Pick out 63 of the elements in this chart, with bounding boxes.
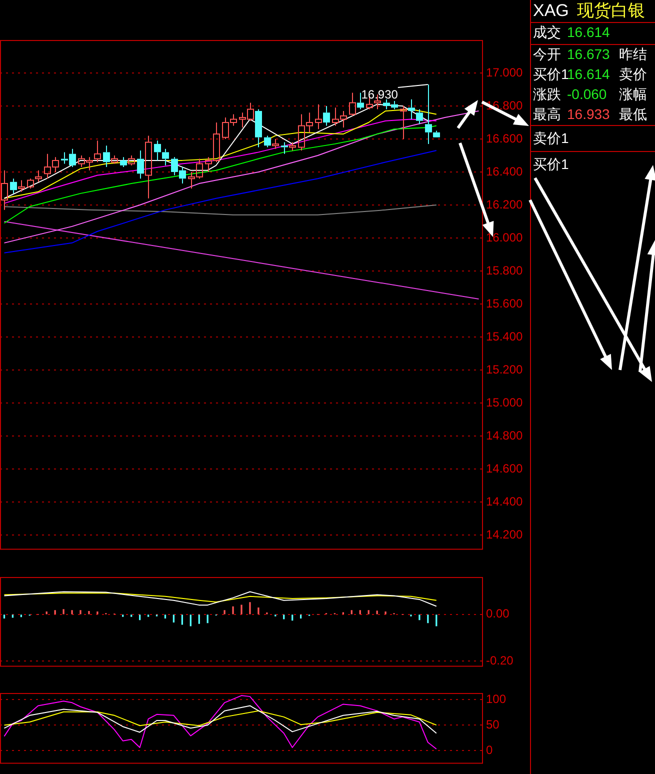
y-tick-label: 17.000: [486, 65, 524, 80]
text: 涨幅: [619, 86, 647, 104]
candlestick: [162, 148, 169, 166]
text: 成交: [533, 24, 561, 42]
candlestick: [264, 135, 271, 148]
candlestick: [272, 138, 279, 150]
text: 涨跌: [533, 86, 561, 104]
y-tick-label: 16.000: [486, 230, 524, 244]
text: 买价1: [533, 156, 569, 174]
text: 今开: [533, 46, 561, 64]
text: 16.614: [567, 24, 610, 40]
candlestick: [357, 92, 364, 110]
candlestick: [103, 145, 110, 168]
y-tick-label: 100: [486, 692, 506, 706]
text: 16.673: [567, 46, 610, 62]
candlestick: [255, 108, 262, 148]
candlestick: [154, 140, 161, 161]
text: -0.060: [567, 86, 607, 102]
candlestick: [137, 150, 144, 180]
text: 最低: [619, 106, 647, 124]
candlestick: [35, 170, 42, 182]
y-tick-label: 16.400: [486, 164, 524, 178]
text: 卖价: [619, 66, 647, 84]
candlestick: [323, 105, 330, 126]
y-tick-label: 0.00: [486, 606, 510, 621]
candlestick: [416, 108, 423, 125]
text: XAG: [533, 1, 569, 20]
text: 买价1: [533, 66, 569, 84]
y-tick-label: 14.400: [486, 494, 524, 508]
text: 最高: [533, 106, 561, 124]
candlestick: [408, 98, 415, 120]
candlestick: [128, 154, 135, 166]
text: 16.614: [567, 66, 610, 82]
candlestick: [120, 156, 127, 168]
y-tick-label: 15.200: [486, 362, 524, 376]
y-tick-label: 14.200: [486, 527, 524, 542]
text: 卖价1: [533, 130, 569, 148]
y-tick-label: 16.600: [486, 131, 524, 146]
annotation: 16.930: [361, 88, 398, 102]
y-tick-label: 14.600: [486, 461, 524, 476]
candlestick: [10, 178, 17, 194]
y-tick-label: 14.800: [486, 428, 524, 442]
y-tick-label: 15.600: [486, 296, 524, 310]
text: 昨结: [619, 46, 647, 64]
text: 16.933: [567, 106, 610, 122]
candlestick: [315, 104, 322, 130]
candlestick: [145, 135, 152, 199]
candlestick: [1, 170, 8, 210]
candlestick: [94, 140, 101, 163]
y-tick-label: 16.200: [486, 197, 524, 212]
y-tick-label: 15.000: [486, 395, 524, 410]
candlestick: [281, 142, 288, 154]
text: 现货白银: [576, 1, 645, 20]
y-tick-label: -0.20: [486, 654, 514, 668]
candlestick: [18, 180, 25, 192]
y-tick-label: 0: [486, 742, 493, 757]
y-tick-label: 15.800: [486, 263, 524, 278]
candlestick: [349, 92, 356, 116]
y-tick-label: 15.400: [486, 329, 524, 344]
candlestick: [433, 130, 440, 138]
candlestick: [425, 84, 432, 144]
candlestick: [400, 105, 407, 140]
y-tick-label: 50: [486, 717, 500, 732]
